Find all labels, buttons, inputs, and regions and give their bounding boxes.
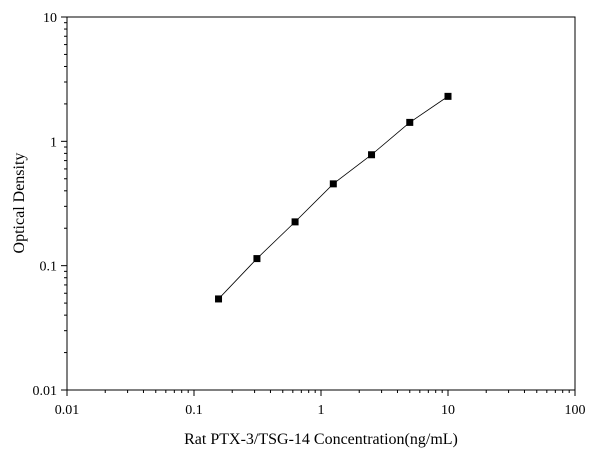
y-tick-label: 0.1 xyxy=(40,260,58,275)
data-point xyxy=(329,180,337,188)
y-tick-label: 10 xyxy=(43,11,57,26)
x-tick-label: 1 xyxy=(318,403,325,418)
x-tick-label: 100 xyxy=(565,403,586,418)
data-point xyxy=(368,151,376,159)
x-axis-title: Rat PTX-3/TSG-14 Concentration(ng/mL) xyxy=(184,431,458,448)
x-tick-label: 0.1 xyxy=(185,403,203,418)
x-axis: 0.01 0.1 1 10 100 xyxy=(55,390,586,418)
y-tick-label: 0.01 xyxy=(33,384,58,399)
data-point xyxy=(215,295,223,303)
x-tick-label: 10 xyxy=(441,403,455,418)
y-axis: 0.01 0.1 1 10 xyxy=(33,11,67,399)
data-point xyxy=(444,92,452,100)
data-point xyxy=(406,118,414,126)
series-layer xyxy=(215,92,452,303)
series-line xyxy=(218,96,449,300)
data-point xyxy=(253,255,261,263)
x-tick-label: 0.01 xyxy=(55,403,80,418)
plot-frame xyxy=(66,16,576,391)
y-tick-label: 1 xyxy=(50,135,57,150)
data-point xyxy=(291,218,299,226)
y-axis-title: Optical Density xyxy=(11,153,28,254)
